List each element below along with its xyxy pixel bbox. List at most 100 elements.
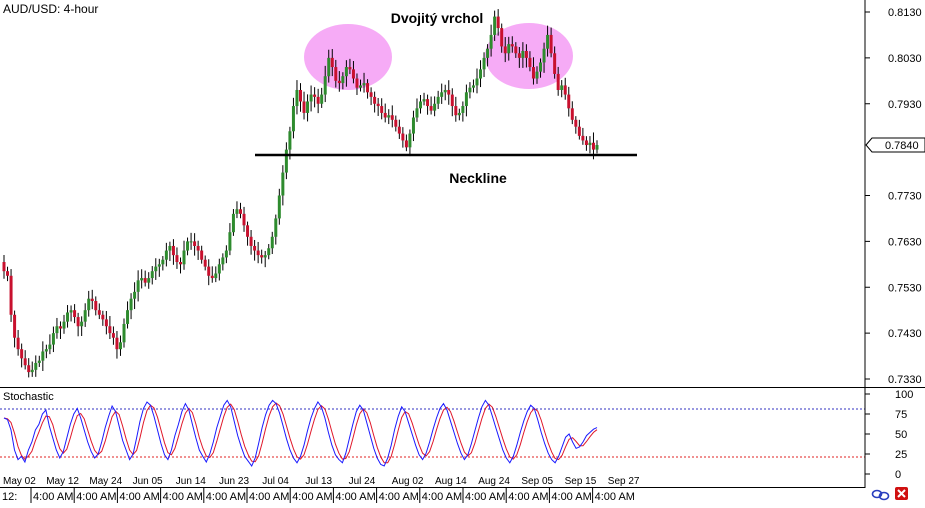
bull-candle [588, 142, 592, 146]
bull-candle [34, 362, 38, 370]
bull-candle [41, 351, 45, 361]
bear-candle [101, 314, 105, 320]
bull-candle [461, 106, 465, 113]
bull-candle [62, 321, 66, 329]
bull-candle [44, 349, 48, 352]
bull-candle [359, 85, 363, 88]
bear-candle [373, 96, 377, 104]
bear-candle [524, 50, 528, 58]
bear-candle [9, 275, 13, 315]
bull-candle [221, 257, 225, 265]
neckline-label: Neckline [449, 170, 507, 186]
bull-candle [387, 115, 391, 118]
bear-candle [426, 99, 430, 107]
bear-candle [175, 255, 179, 263]
stoch-tick-label: 50 [895, 429, 907, 441]
time-axis-date-label: Sep 27 [608, 476, 640, 487]
bear-candle [27, 365, 31, 373]
bear-candle [316, 96, 320, 104]
bull-candle [320, 94, 324, 104]
bull-candle [475, 78, 479, 86]
bull-candle [295, 89, 299, 107]
bull-candle [436, 96, 440, 104]
bull-candle [419, 101, 423, 109]
time-axis-date-label: Aug 24 [478, 476, 510, 487]
bull-candle [235, 209, 239, 214]
time-axis-date-label: Jun 23 [219, 476, 249, 487]
bull-candle [422, 99, 426, 102]
bear-candle [577, 126, 581, 136]
stoch-tick-label: 0 [895, 469, 901, 481]
bear-candle [193, 241, 197, 246]
bear-candle [570, 108, 574, 120]
bear-candle [549, 34, 553, 54]
bear-candle [503, 46, 507, 54]
link-icon[interactable] [871, 489, 890, 501]
bear-candle [390, 115, 394, 120]
bull-candle [224, 250, 228, 258]
bull-candle [341, 76, 345, 84]
time-axis-time-label: 4:00 AM [249, 491, 289, 503]
bull-candle [129, 298, 133, 311]
bull-candle [267, 248, 271, 256]
price-tick-label: 0.7530 [888, 282, 922, 294]
bear-candle [108, 326, 112, 334]
bull-candle [433, 103, 437, 111]
time-axis-date-label: Jul 04 [262, 476, 289, 487]
pair-label: AUD/USD: 4-hour [3, 2, 98, 16]
stoch-tick-label: 25 [895, 449, 907, 461]
bull-candle [415, 108, 419, 118]
bear-candle [510, 44, 514, 47]
bear-candle [76, 317, 80, 327]
bear-candle [556, 73, 560, 90]
stoch-k-line [3, 399, 598, 467]
bull-candle [539, 62, 543, 72]
bear-candle [500, 28, 504, 47]
bear-candle [58, 326, 62, 329]
bear-candle [334, 67, 338, 81]
bear-candle [591, 142, 595, 150]
last-price-marker: 0.7840 [865, 137, 925, 153]
bear-candle [517, 53, 521, 58]
bear-candle [6, 271, 10, 276]
bull-candle [140, 278, 144, 281]
bear-candle [73, 310, 77, 318]
bear-candle [210, 275, 214, 279]
bear-candle [581, 135, 585, 141]
time-axis-time-label: 4:00 AM [379, 491, 419, 503]
bear-candle [380, 106, 384, 113]
bear-candle [383, 112, 387, 118]
close-icon[interactable] [895, 487, 908, 500]
bear-candle [514, 46, 518, 54]
price-tick-label: 0.7430 [888, 328, 922, 340]
last-price-value: 0.7840 [885, 140, 919, 152]
bull-candle [507, 44, 511, 54]
price-tick-label: 0.8130 [888, 7, 922, 19]
bear-candle [94, 301, 98, 311]
bear-candle [450, 94, 454, 107]
bull-candle [87, 298, 91, 311]
double-top-label: Dvojitý vrchol [391, 10, 484, 26]
time-axis-date-label: Aug 14 [435, 476, 467, 487]
bear-candle [97, 310, 101, 315]
bear-candle [553, 53, 557, 74]
time-axis-time-label: 4:00 AM [595, 491, 635, 503]
bear-candle [207, 266, 211, 276]
bear-candle [567, 94, 571, 109]
time-axis-date-label: Sep 05 [521, 476, 553, 487]
bear-candle [429, 106, 433, 111]
time-axis-time-label: 4:00 AM [465, 491, 505, 503]
bull-candle [309, 94, 313, 102]
time-axis-time-label: 4:00 AM [206, 491, 246, 503]
bear-candle [242, 213, 246, 226]
bull-candle [411, 117, 415, 134]
bull-candle [80, 321, 84, 327]
time-axis-time-label: 4:00 AM [551, 491, 591, 503]
bull-candle [83, 310, 87, 322]
bear-candle [313, 94, 317, 97]
bull-candle [546, 34, 550, 49]
bull-candle [468, 87, 472, 93]
time-axis-date-label: Jun 14 [176, 476, 206, 487]
pair-label-bg [1, 1, 97, 16]
bear-candle [366, 83, 370, 93]
